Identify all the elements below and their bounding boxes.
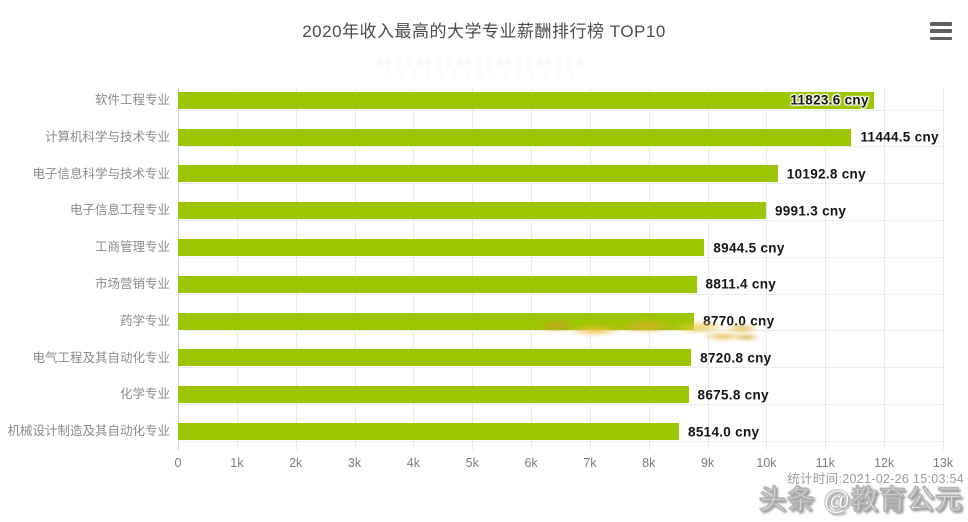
vertical-gridline xyxy=(943,88,944,450)
watermark-smudge-small xyxy=(700,330,758,343)
category-label: 工商管理专业 xyxy=(94,240,170,255)
hamburger-bar xyxy=(930,36,952,40)
x-tick-label: 12k xyxy=(874,456,895,470)
vertical-gridline xyxy=(766,88,768,450)
x-tick-label: 11k xyxy=(815,456,835,470)
bar-value-label: 10192.8 cny xyxy=(786,166,866,182)
vertical-gridline xyxy=(472,88,474,450)
hamburger-menu-icon[interactable] xyxy=(930,22,952,40)
category-label: 电气工程及其自动化专业 xyxy=(32,350,170,365)
row-gridline xyxy=(178,109,943,111)
bar-row: 8675.8 cny xyxy=(178,376,943,413)
author-watermark: 头条 @教育公元 xyxy=(759,485,963,516)
x-tick-label: 7k xyxy=(583,456,597,470)
x-tick-label: 2k xyxy=(289,456,303,470)
x-tick-label: 9k xyxy=(701,456,715,470)
category-label: 机械设计制造及其自动化专业 xyxy=(7,424,170,439)
bar-5[interactable] xyxy=(178,239,705,257)
row-gridline xyxy=(178,403,943,405)
vertical-gridline xyxy=(354,88,356,450)
vertical-gridline xyxy=(589,88,591,450)
bar-2[interactable] xyxy=(178,128,852,146)
category-label: 药学专业 xyxy=(119,313,170,328)
x-tick-label: 1k xyxy=(230,456,244,470)
bar-8[interactable] xyxy=(178,349,692,367)
faint-watermark xyxy=(378,57,583,81)
vertical-gridline xyxy=(531,88,533,450)
bar-row: 9991.3 cny xyxy=(178,192,943,229)
vertical-gridline xyxy=(295,88,297,450)
page-title: 2020年收入最高的大学专业薪酬排行榜 TOP10 xyxy=(302,22,666,41)
row-gridline xyxy=(178,256,943,258)
bar-row: 8720.8 cny xyxy=(178,340,943,377)
row-gridline xyxy=(178,440,943,442)
x-tick-label: 5k xyxy=(465,456,479,470)
hamburger-bar xyxy=(930,22,952,26)
x-tick-label: 10k xyxy=(756,456,777,470)
category-label: 电子信息工程专业 xyxy=(69,203,170,218)
vertical-gridline xyxy=(648,88,650,450)
bar-row: 10192.8 cny xyxy=(178,156,943,193)
bar-value-label: 8811.4 cny xyxy=(705,276,777,292)
row-gridline xyxy=(178,183,943,185)
bar-3[interactable] xyxy=(178,165,778,183)
vertical-gridline xyxy=(413,88,415,450)
bar-value-label: 8720.8 cny xyxy=(700,350,772,366)
bar-row: 11444.5 cny xyxy=(178,119,943,156)
x-tick-label: 0 xyxy=(174,456,182,470)
x-tick-label: 4k xyxy=(406,456,420,470)
category-label: 电子信息科学与技术专业 xyxy=(32,166,170,181)
category-label: 化学专业 xyxy=(119,387,170,402)
category-label: 市场营销专业 xyxy=(94,277,170,291)
hamburger-bar xyxy=(930,29,952,33)
bar-1[interactable] xyxy=(178,91,874,109)
row-gridline xyxy=(178,367,943,369)
row-gridline xyxy=(178,219,943,221)
vertical-gridline xyxy=(884,88,886,450)
bar-6[interactable] xyxy=(178,275,697,293)
bar-row: 11823.6 cny xyxy=(178,82,943,119)
x-axis-labels: 0 1k 2k 3k 4k 5k 6k 7k 8k 9k 10k 11k 12k 13k xyxy=(174,456,954,474)
bar-value-label: 11444.5 cny xyxy=(860,129,939,145)
vertical-gridline xyxy=(707,88,709,450)
bar-10[interactable] xyxy=(178,423,680,441)
bar-9[interactable] xyxy=(178,386,689,404)
category-label: 软件工程专业 xyxy=(94,93,170,107)
row-gridline xyxy=(178,146,943,148)
plot-area: 11823.6 cny 11444.5 cny 10192.8 cny 9991.3 … xyxy=(178,82,944,450)
bar-row: 8944.5 cny xyxy=(178,229,943,266)
x-tick-label: 8k xyxy=(642,456,656,470)
y-axis-labels: 软件工程专业计算机科学与技术专业电子信息科学与技术专业电子信息工程专业工商管理专… xyxy=(0,82,170,450)
vertical-gridline xyxy=(236,88,238,450)
bar-row: 8811.4 cny xyxy=(178,266,943,303)
bar-value-label: 11823.6 cny xyxy=(790,92,869,108)
y-axis-line xyxy=(178,88,179,450)
bar-value-label: 8944.5 cny xyxy=(713,240,785,256)
bar-4[interactable] xyxy=(178,202,766,220)
bar-value-label: 9991.3 cny xyxy=(774,203,847,219)
x-tick-label: 13k xyxy=(932,456,954,470)
bar-row: 8514.0 cny xyxy=(178,413,943,450)
vertical-gridline xyxy=(825,88,827,450)
row-gridline xyxy=(178,293,943,295)
bar-value-label: 8514.0 cny xyxy=(688,424,760,440)
category-label: 计算机科学与技术专业 xyxy=(44,129,170,144)
x-tick-label: 6k xyxy=(524,456,538,470)
stats-time-text: 统计时间:2021-02-26 15:03:54 xyxy=(787,472,964,486)
bar-value-label: 8675.8 cny xyxy=(697,387,769,403)
x-tick-label: 3k xyxy=(347,456,362,470)
